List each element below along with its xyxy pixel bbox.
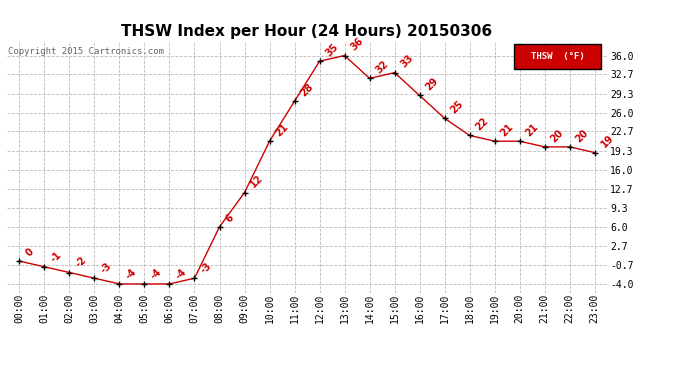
Text: 36: 36 [348, 36, 365, 53]
Text: 35: 35 [324, 42, 340, 58]
Text: 33: 33 [399, 53, 415, 70]
Text: -4: -4 [148, 267, 164, 281]
Text: Copyright 2015 Cartronics.com: Copyright 2015 Cartronics.com [8, 47, 164, 56]
Text: -1: -1 [48, 249, 63, 264]
Text: 21: 21 [524, 122, 540, 138]
Text: 32: 32 [374, 59, 391, 76]
Text: 20: 20 [549, 128, 565, 144]
Text: 21: 21 [274, 122, 290, 138]
Text: 29: 29 [424, 76, 440, 93]
Text: -3: -3 [199, 261, 213, 276]
Text: 25: 25 [448, 99, 465, 116]
Text: -3: -3 [99, 261, 113, 276]
Text: 0: 0 [23, 246, 35, 258]
Text: -4: -4 [124, 267, 138, 281]
Text: 28: 28 [299, 82, 315, 98]
Text: 12: 12 [248, 173, 265, 190]
Text: -2: -2 [74, 255, 88, 270]
Text: 21: 21 [499, 122, 515, 138]
Text: 20: 20 [574, 128, 591, 144]
Text: 19: 19 [599, 133, 615, 150]
Text: 22: 22 [474, 116, 491, 133]
Title: THSW Index per Hour (24 Hours) 20150306: THSW Index per Hour (24 Hours) 20150306 [121, 24, 493, 39]
Bar [514, 44, 601, 69]
Text: THSW  (°F): THSW (°F) [531, 52, 584, 61]
Text: -4: -4 [174, 267, 188, 281]
Text: 6: 6 [224, 212, 235, 224]
